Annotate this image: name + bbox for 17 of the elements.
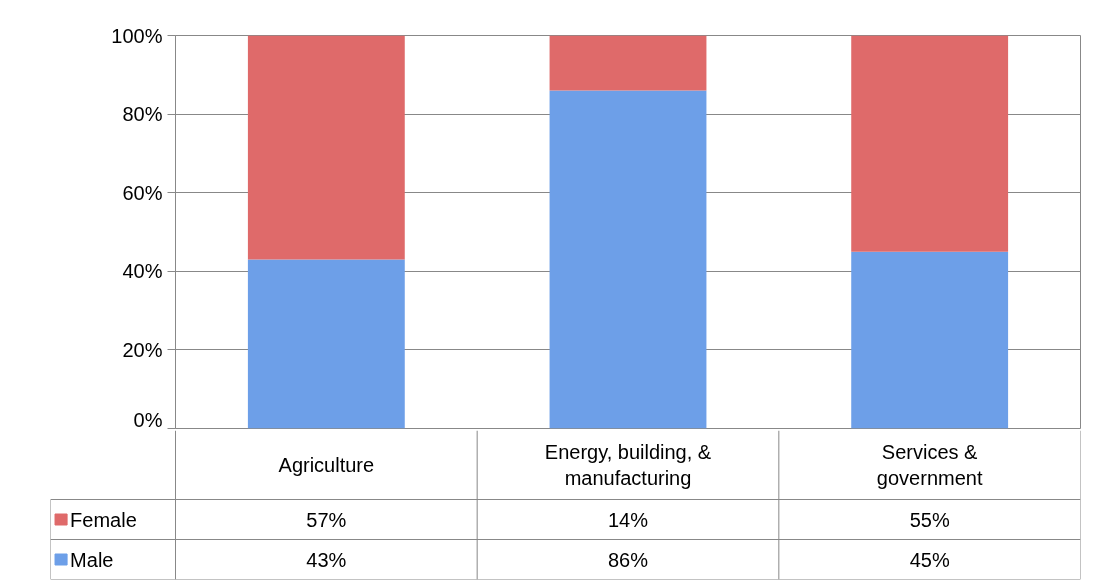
data-label: 57% bbox=[306, 508, 347, 531]
y-tick-label: 60% bbox=[122, 181, 163, 204]
y-tick-label: 100% bbox=[111, 24, 163, 47]
y-tick-label: 40% bbox=[122, 260, 163, 283]
legend-label: Female bbox=[70, 508, 137, 531]
y-tick-label: 0% bbox=[133, 408, 163, 431]
legend-label: Male bbox=[70, 548, 114, 571]
y-tick-label: 80% bbox=[122, 103, 163, 126]
data-label: 45% bbox=[909, 548, 950, 571]
x-tick-label: Agriculture bbox=[278, 454, 375, 476]
data-label: 55% bbox=[909, 508, 950, 531]
data-label: 86% bbox=[607, 548, 649, 571]
x-tick-label: Services & government bbox=[876, 440, 983, 490]
data-label: 43% bbox=[306, 548, 347, 571]
x-tick-label: Energy, building, & manufacturing bbox=[544, 440, 712, 490]
data-label: 14% bbox=[607, 508, 649, 531]
y-tick-label: 20% bbox=[122, 338, 163, 361]
